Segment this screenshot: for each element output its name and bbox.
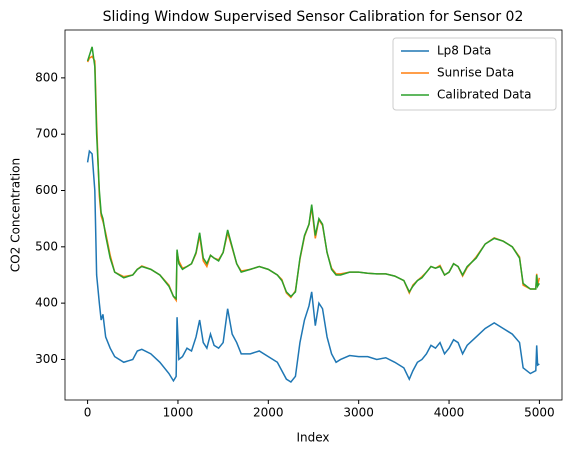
x-axis-label: Index	[296, 431, 329, 445]
chart-title: Sliding Window Supervised Sensor Calibra…	[103, 9, 524, 25]
y-tick-label: 700	[35, 127, 58, 141]
line-series	[86, 149, 540, 383]
y-tick-label: 600	[35, 183, 58, 197]
legend-box	[392, 37, 557, 111]
plot-frame	[64, 29, 563, 401]
x-tick-label: 3000	[343, 406, 374, 420]
legend-label: Calibrated Data	[437, 88, 531, 102]
x-tick-label: 4000	[434, 406, 465, 420]
y-tick-label: 500	[35, 239, 58, 253]
x-tick-label: 2000	[253, 406, 284, 420]
y-axis-label: CO2 Concentration	[9, 158, 23, 272]
x-tick-label: 5000	[524, 406, 555, 420]
x-tick-label: 1000	[163, 406, 194, 420]
legend-label: Sunrise Data	[437, 66, 514, 80]
y-tick-label: 800	[35, 70, 58, 84]
y-tick-label: 400	[35, 296, 58, 310]
y-tick-label: 300	[35, 352, 58, 366]
x-tick-label: 0	[84, 406, 92, 420]
legend-label: Lp8 Data	[437, 44, 491, 58]
line-series	[86, 46, 540, 301]
